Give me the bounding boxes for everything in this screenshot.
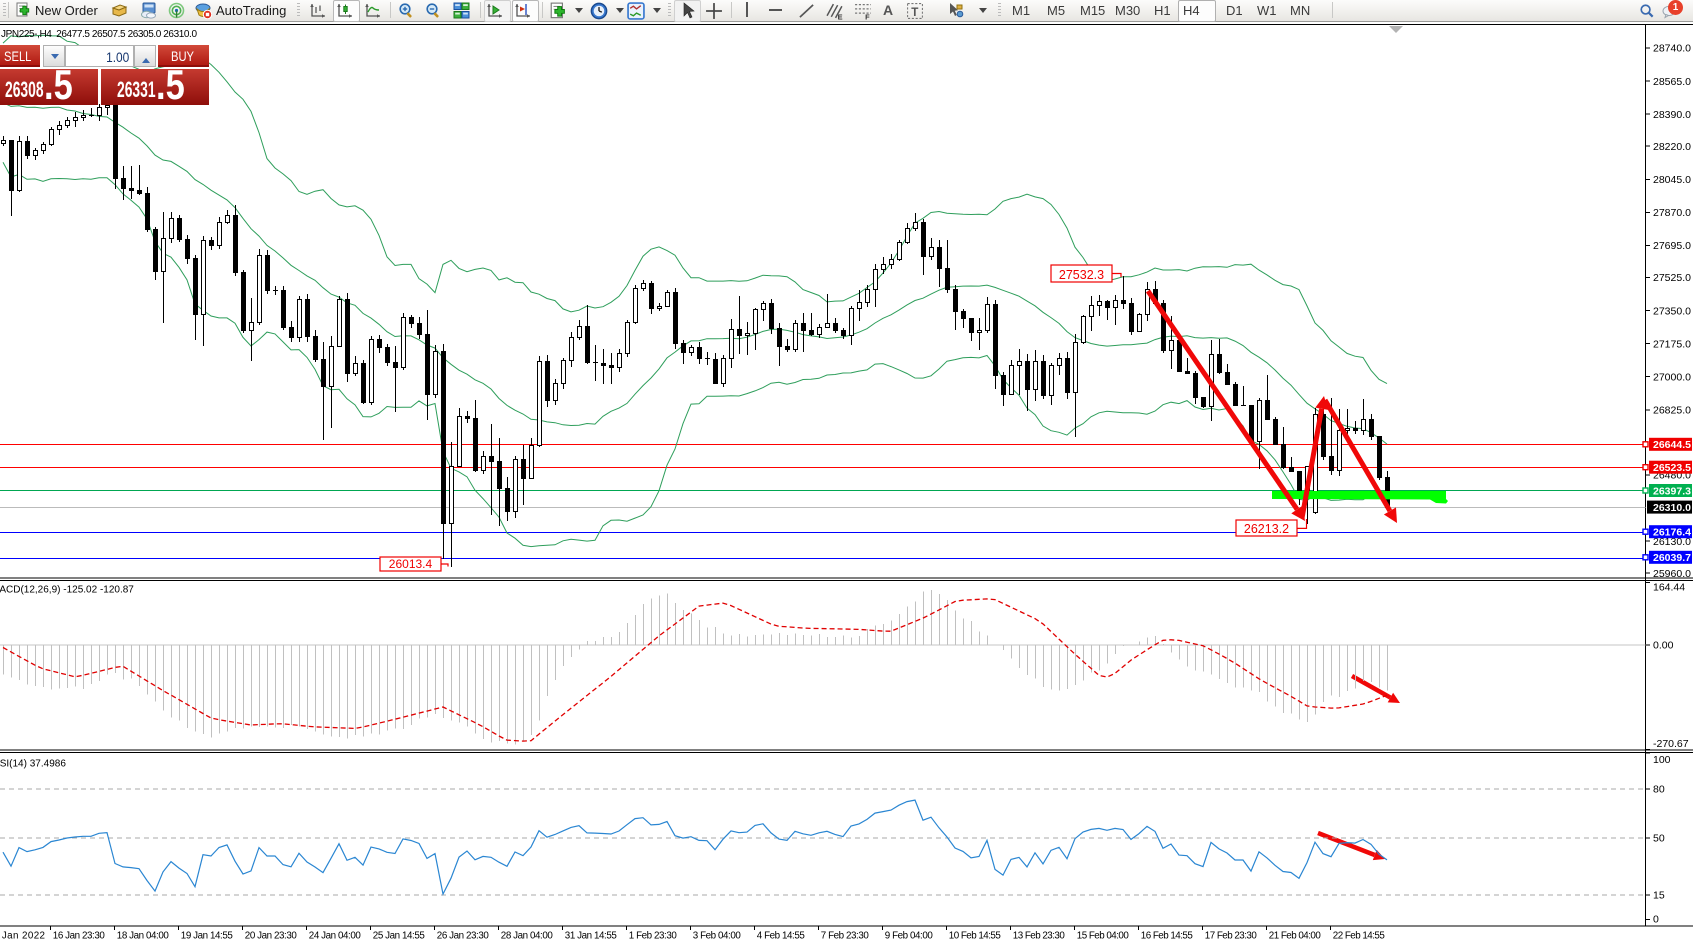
svg-text:27175.0: 27175.0 [1653,338,1691,350]
svg-text:25 Jan 14:55: 25 Jan 14:55 [373,931,426,942]
svg-text:26310.0: 26310.0 [1653,502,1691,514]
svg-text:26213.2: 26213.2 [1244,522,1289,536]
svg-text:27000.0: 27000.0 [1653,371,1691,383]
svg-text:21 Feb 04:00: 21 Feb 04:00 [1269,931,1322,942]
svg-text:31 Jan 14:55: 31 Jan 14:55 [565,931,618,942]
svg-text:28390.0: 28390.0 [1653,109,1691,121]
svg-text:26039.7: 26039.7 [1653,552,1691,564]
svg-text:-270.67: -270.67 [1653,738,1689,750]
svg-text:25960.0: 25960.0 [1653,568,1691,580]
svg-text:14 Jan 2022: 14 Jan 2022 [0,931,45,942]
svg-text:27525.0: 27525.0 [1653,272,1691,284]
svg-text:27870.0: 27870.0 [1653,207,1691,219]
svg-text:27532.3: 27532.3 [1059,268,1104,282]
svg-text:27695.0: 27695.0 [1653,240,1691,252]
svg-text:50: 50 [1653,833,1665,845]
svg-text:16 Jan 23:30: 16 Jan 23:30 [53,931,106,942]
svg-text:28 Jan 04:00: 28 Jan 04:00 [501,931,554,942]
svg-text:26644.5: 26644.5 [1653,439,1691,451]
svg-text:28220.0: 28220.0 [1653,141,1691,153]
svg-text:28045.0: 28045.0 [1653,174,1691,186]
svg-text:26176.4: 26176.4 [1653,527,1691,539]
svg-text:15: 15 [1653,890,1665,902]
svg-text:26130.0: 26130.0 [1653,536,1691,548]
svg-text:164.44: 164.44 [1653,581,1685,593]
svg-text:0: 0 [1653,914,1659,926]
svg-text:1 Feb 23:30: 1 Feb 23:30 [629,931,678,942]
svg-text:4 Feb 14:55: 4 Feb 14:55 [757,931,806,942]
svg-text:10 Feb 14:55: 10 Feb 14:55 [949,931,1002,942]
svg-text:F: F [865,12,870,20]
svg-text:RSI(14) 37.4986: RSI(14) 37.4986 [0,759,66,770]
svg-text:13 Feb 23:30: 13 Feb 23:30 [1013,931,1066,942]
svg-text:JPN225-,H4 26477.5 26507.5 26: JPN225-,H4 26477.5 26507.5 26305.0 26310… [1,29,197,40]
svg-text:28565.0: 28565.0 [1653,76,1691,88]
svg-text:16 Feb 14:55: 16 Feb 14:55 [1141,931,1194,942]
svg-text:T: T [911,6,918,19]
svg-text:26523.5: 26523.5 [1653,462,1691,474]
svg-text:15 Feb 04:00: 15 Feb 04:00 [1077,931,1130,942]
svg-text:20 Jan 23:30: 20 Jan 23:30 [245,931,298,942]
svg-text:7 Feb 23:30: 7 Feb 23:30 [821,931,870,942]
svg-text:E: E [838,12,843,20]
svg-text:28740.0: 28740.0 [1653,43,1691,55]
svg-text:9 Feb 04:00: 9 Feb 04:00 [885,931,934,942]
svg-text:19 Jan 14:55: 19 Jan 14:55 [181,931,234,942]
svg-text:26825.0: 26825.0 [1653,405,1691,417]
svg-text:3 Feb 04:00: 3 Feb 04:00 [693,931,742,942]
svg-text:26397.3: 26397.3 [1653,485,1691,497]
svg-text:100: 100 [1653,754,1671,766]
svg-text:26 Jan 23:30: 26 Jan 23:30 [437,931,490,942]
svg-text:18 Jan 04:00: 18 Jan 04:00 [117,931,170,942]
svg-text:MACD(12,26,9) -125.02 -120.87: MACD(12,26,9) -125.02 -120.87 [0,585,134,596]
svg-text:24 Jan 04:00: 24 Jan 04:00 [309,931,362,942]
svg-text:22 Feb 14:55: 22 Feb 14:55 [1333,931,1386,942]
svg-text:0.00: 0.00 [1653,640,1674,652]
svg-text:26013.4: 26013.4 [389,557,433,571]
svg-text:80: 80 [1653,783,1665,795]
svg-text:27350.0: 27350.0 [1653,305,1691,317]
svg-text:17 Feb 23:30: 17 Feb 23:30 [1205,931,1258,942]
